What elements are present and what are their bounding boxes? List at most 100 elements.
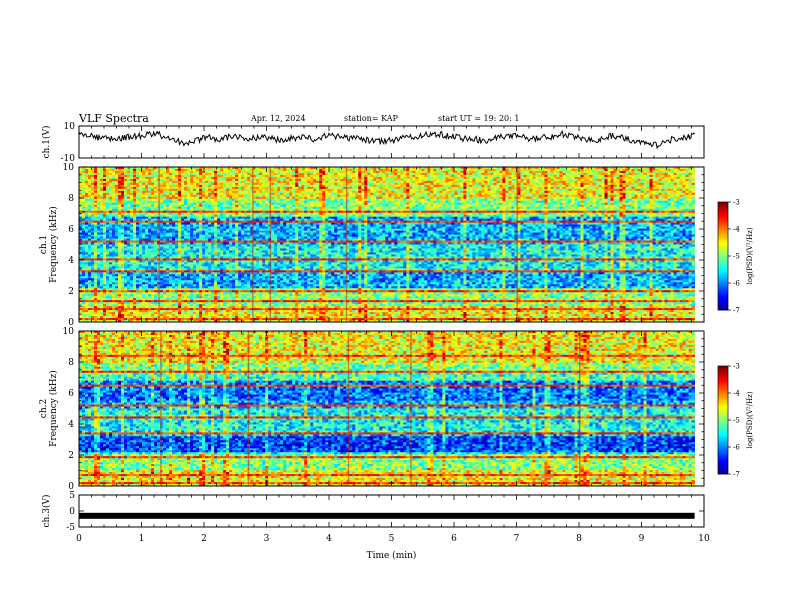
heatmap-cell <box>103 203 106 205</box>
heatmap-cell <box>112 223 115 225</box>
heatmap-cell <box>82 181 85 183</box>
heatmap-cell <box>112 302 115 304</box>
heatmap-cell <box>115 278 118 280</box>
heatmap-cell <box>109 211 112 213</box>
heatmap-cell <box>124 235 127 237</box>
heatmap-cell <box>94 278 97 280</box>
heatmap-cell <box>88 270 91 272</box>
heatmap-cell <box>124 243 127 245</box>
heatmap-cell <box>97 185 100 187</box>
heatmap-cell <box>88 300 91 302</box>
heatmap-cell <box>115 193 118 195</box>
heatmap-cell <box>118 262 121 264</box>
heatmap-cell <box>118 258 121 260</box>
heatmap-cell <box>100 171 103 173</box>
heatmap-cell <box>100 288 103 290</box>
heatmap-cell <box>94 235 97 237</box>
heatmap-cell <box>97 302 100 304</box>
heatmap-cell <box>109 221 112 223</box>
heatmap-cell <box>124 252 127 254</box>
heatmap-cell <box>127 286 130 288</box>
heatmap-cell <box>124 284 127 286</box>
heatmap-cell <box>103 189 106 191</box>
heatmap-cell <box>91 294 94 296</box>
heatmap-cell <box>118 179 121 181</box>
heatmap-cell <box>112 286 115 288</box>
heatmap-cell <box>124 207 127 209</box>
heatmap-cell <box>82 312 85 314</box>
heatmap-cell <box>127 235 130 237</box>
heatmap-cell <box>79 239 82 241</box>
heatmap-cell <box>91 264 94 266</box>
heatmap-cell <box>91 237 94 239</box>
heatmap-cell <box>127 221 130 223</box>
heatmap-cell <box>112 314 115 316</box>
heatmap-cell <box>112 181 115 183</box>
heatmap-cell <box>97 300 100 302</box>
heatmap-cell <box>79 278 82 280</box>
heatmap-cell <box>100 187 103 189</box>
heatmap-cell <box>88 272 91 274</box>
heatmap-cell <box>91 292 94 294</box>
heatmap-cell <box>97 209 100 211</box>
heatmap-cell <box>97 248 100 250</box>
heatmap-cell <box>115 286 118 288</box>
heatmap-cell <box>106 292 109 294</box>
heatmap-cell <box>115 229 118 231</box>
heatmap-cell <box>115 280 118 282</box>
heatmap-cell <box>88 252 91 254</box>
heatmap-cell <box>97 193 100 195</box>
heatmap-cell <box>118 195 121 197</box>
heatmap-cell <box>118 294 121 296</box>
heatmap-cell <box>124 181 127 183</box>
heatmap-cell <box>127 223 130 225</box>
heatmap-cell <box>118 245 121 247</box>
heatmap-cell <box>103 235 106 237</box>
heatmap-cell <box>94 298 97 300</box>
heatmap-cell <box>91 239 94 241</box>
heatmap-cell <box>85 256 88 258</box>
heatmap-cell <box>109 264 112 266</box>
heatmap-cell <box>91 245 94 247</box>
heatmap-cell <box>82 278 85 280</box>
heatmap-cell <box>109 298 112 300</box>
heatmap-cell <box>85 266 88 268</box>
heatmap-cell <box>115 235 118 237</box>
heatmap-cell <box>118 225 121 227</box>
heatmap-cell <box>115 312 118 314</box>
heatmap-cell <box>124 217 127 219</box>
heatmap-cell <box>115 201 118 203</box>
heatmap-cell <box>115 302 118 304</box>
heatmap-cell <box>85 278 88 280</box>
heatmap-cell <box>109 207 112 209</box>
heatmap-cell <box>115 276 118 278</box>
heatmap-cell <box>127 229 130 231</box>
heatmap-cell <box>109 312 112 314</box>
heatmap-cell <box>109 286 112 288</box>
heatmap-cell <box>112 278 115 280</box>
heatmap-cell <box>118 314 121 316</box>
heatmap-cell <box>79 302 82 304</box>
heatmap-cell <box>94 250 97 252</box>
heatmap-cell <box>100 300 103 302</box>
heatmap-cell <box>118 215 121 217</box>
heatmap-cell <box>118 173 121 175</box>
heatmap-cell <box>85 171 88 173</box>
heatmap-cell <box>103 209 106 211</box>
heatmap-cell <box>97 199 100 201</box>
heatmap-cell <box>115 300 118 302</box>
heatmap-cell <box>112 280 115 282</box>
heatmap-cell <box>124 179 127 181</box>
heatmap-cell <box>121 256 124 258</box>
heatmap-cell <box>85 298 88 300</box>
heatmap-cell <box>112 173 115 175</box>
heatmap-cell <box>88 193 91 195</box>
heatmap-cell <box>91 221 94 223</box>
heatmap-cell <box>97 276 100 278</box>
heatmap-cell <box>97 207 100 209</box>
heatmap-cell <box>106 284 109 286</box>
heatmap-cell <box>124 193 127 195</box>
heatmap-cell <box>127 288 130 290</box>
heatmap-cell <box>106 215 109 217</box>
heatmap-cell <box>127 294 130 296</box>
